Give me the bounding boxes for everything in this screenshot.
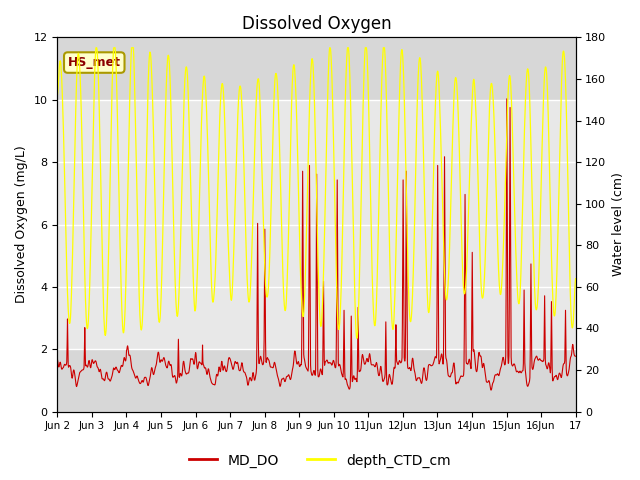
Bar	[58, 37, 575, 100]
Legend: MD_DO, depth_CTD_cm: MD_DO, depth_CTD_cm	[184, 448, 456, 473]
Y-axis label: Water level (cm): Water level (cm)	[612, 173, 625, 276]
Bar	[58, 349, 575, 412]
Y-axis label: Dissolved Oxygen (mg/L): Dissolved Oxygen (mg/L)	[15, 145, 28, 303]
Title: Dissolved Oxygen: Dissolved Oxygen	[242, 15, 391, 33]
Text: HS_met: HS_met	[68, 56, 121, 69]
